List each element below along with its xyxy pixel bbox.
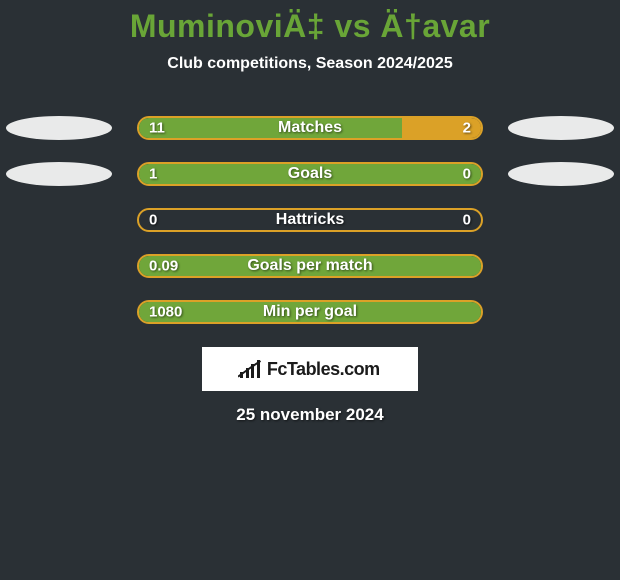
stat-label: Goals <box>288 165 332 183</box>
stat-value-right: 0 <box>463 212 471 229</box>
stat-row: 0 0 Hattricks <box>0 197 620 243</box>
stat-bar: 1080 Min per goal <box>137 300 483 324</box>
stat-bar: 1 0 Goals <box>137 162 483 186</box>
player-left-indicator <box>6 162 112 186</box>
stat-value-left: 1080 <box>149 304 182 321</box>
stat-bar: 11 2 Matches <box>137 116 483 140</box>
stat-rows: 11 2 Matches 1 0 Goals 0 0 Hattricks 0.09 Goals pe… <box>0 105 620 335</box>
bar-chart-icon <box>240 360 260 378</box>
stat-value-left: 0.09 <box>149 258 178 275</box>
player-right-indicator <box>508 116 614 140</box>
stat-bar-fill-left <box>139 118 402 138</box>
player-right-indicator <box>508 162 614 186</box>
player-left-indicator <box>6 116 112 140</box>
page-subtitle: Club competitions, Season 2024/2025 <box>0 55 620 73</box>
stat-bar: 0.09 Goals per match <box>137 254 483 278</box>
stat-value-right: 2 <box>463 120 471 137</box>
stats-comparison-card: MuminoviÄ‡ vs Ä†avar Club competitions, … <box>0 0 620 425</box>
stat-label: Matches <box>278 119 342 137</box>
stat-value-left: 1 <box>149 166 157 183</box>
snapshot-date: 25 november 2024 <box>0 405 620 425</box>
stat-row: 1080 Min per goal <box>0 289 620 335</box>
stat-row: 11 2 Matches <box>0 105 620 151</box>
stat-bar: 0 0 Hattricks <box>137 208 483 232</box>
stat-row: 0.09 Goals per match <box>0 243 620 289</box>
page-title: MuminoviÄ‡ vs Ä†avar <box>0 8 620 45</box>
stat-label: Min per goal <box>263 303 357 321</box>
stat-label: Hattricks <box>276 211 344 229</box>
stat-value-left: 11 <box>149 120 165 137</box>
stat-value-right: 0 <box>463 166 471 183</box>
stat-label: Goals per match <box>247 257 372 275</box>
stat-row: 1 0 Goals <box>0 151 620 197</box>
brand-logo-box: FcTables.com <box>202 347 418 391</box>
stat-value-left: 0 <box>149 212 157 229</box>
brand-logo-text: FcTables.com <box>267 359 380 380</box>
